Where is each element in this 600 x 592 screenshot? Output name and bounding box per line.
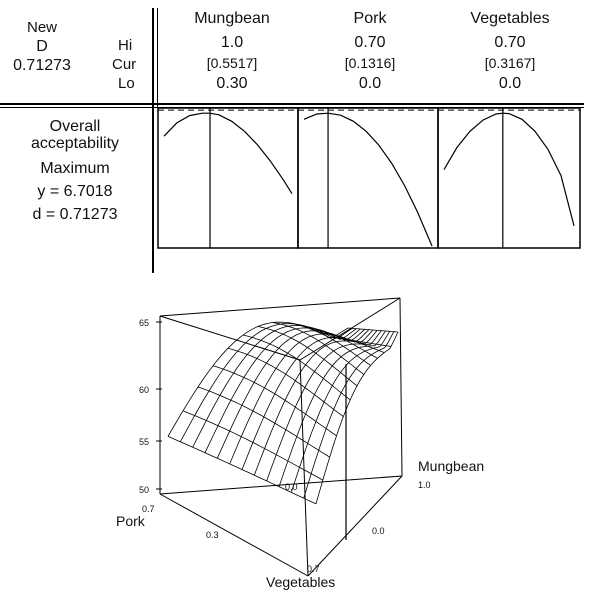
z-tick-50: 50 xyxy=(139,485,150,495)
factor-hi-mungbean: 1.0 xyxy=(220,34,244,51)
surface-bounding-box xyxy=(156,297,403,577)
pork-tick-mid: 0.3 xyxy=(206,530,219,540)
row-label-hi: Hi xyxy=(118,37,133,54)
box-edge xyxy=(299,359,309,577)
vegetables-tick-inner: 0.0 xyxy=(285,482,298,492)
surface-front-edges xyxy=(299,359,347,577)
surface-grid-line xyxy=(197,386,330,458)
surface-grid-line xyxy=(179,323,353,442)
composite-d-label: D xyxy=(36,38,48,55)
surface-mesh xyxy=(167,321,399,505)
response-y-value: y = 6.7018 xyxy=(37,183,113,200)
pork-axis-label: Pork xyxy=(116,513,145,529)
factor-lo-vegetables: 0.0 xyxy=(498,75,522,92)
factor-hi-pork: 0.70 xyxy=(354,34,386,51)
trace-curve xyxy=(163,112,293,195)
box-edge xyxy=(159,475,403,495)
surface-grid-line xyxy=(253,330,378,476)
mungbean-axis-label: Mungbean xyxy=(418,458,485,474)
response-name-line2: acceptability xyxy=(30,135,120,152)
mungbean-tick-mid: 0.0 xyxy=(372,526,385,536)
surface-grid-line xyxy=(167,435,317,505)
vertical-divider-left xyxy=(152,8,154,273)
response-d-value: d = 0.71273 xyxy=(32,206,118,223)
composite-d-value: 0.71273 xyxy=(13,57,71,74)
response-goal: Maximum xyxy=(40,160,110,177)
box-edge xyxy=(299,297,401,361)
vertical-divider-left-thin xyxy=(157,8,158,108)
mungbean-tick-top: 1.0 xyxy=(418,480,431,490)
surface-grid-line xyxy=(303,331,395,499)
trace-curve xyxy=(303,112,433,247)
factor-name-vegetables: Vegetables xyxy=(470,10,550,27)
z-tick-55: 55 xyxy=(139,437,150,447)
factor-lo-mungbean: 0.30 xyxy=(216,75,248,92)
box-edge xyxy=(307,475,403,577)
pork-tick-near: 0.7 xyxy=(142,504,155,514)
surface-grid-line xyxy=(332,336,392,347)
factor-name-mungbean: Mungbean xyxy=(194,10,270,27)
trace-frame xyxy=(437,107,581,249)
box-edge xyxy=(159,493,309,577)
header-divider-line xyxy=(0,103,584,105)
surface-grid-line xyxy=(347,327,399,333)
z-tick-60: 60 xyxy=(139,385,150,395)
factor-name-pork: Pork xyxy=(353,10,387,27)
z-tick-65: 65 xyxy=(139,318,150,328)
row-label-cur: Cur xyxy=(112,56,137,73)
vegetables-axis-label: Vegetables xyxy=(266,574,336,590)
factor-lo-pork: 0.0 xyxy=(358,75,382,92)
factor-cur-mungbean: [0.5517] xyxy=(206,55,258,71)
factor-cur-pork: [0.1316] xyxy=(344,55,396,71)
response-name-line1: Overall xyxy=(49,118,101,135)
factor-cur-vegetables: [0.3167] xyxy=(484,55,536,71)
box-edge xyxy=(159,297,401,317)
surface-grid-line xyxy=(315,331,399,505)
pork-tick-corner: 0.7 xyxy=(307,564,320,574)
surface-grid-line xyxy=(290,331,391,493)
composite-new-label: New xyxy=(26,19,57,36)
box-edge xyxy=(159,315,301,361)
factor-hi-vegetables: 0.70 xyxy=(494,34,526,51)
row-label-lo: Lo xyxy=(118,75,135,92)
trace-panel-vegetables xyxy=(437,107,581,249)
surface-grid-line xyxy=(227,347,344,417)
box-edge xyxy=(399,297,403,477)
surface-grid-line xyxy=(241,329,374,470)
trace-curve xyxy=(443,112,575,227)
